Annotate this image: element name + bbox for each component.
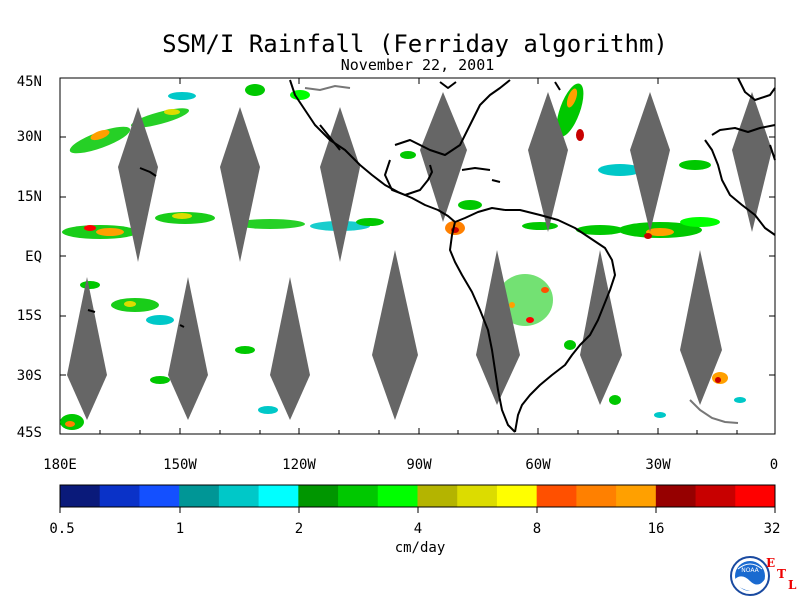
- colorbar-segment: [417, 485, 458, 507]
- colorbar-segment: [457, 485, 498, 507]
- etl-letter-e: E: [766, 556, 776, 570]
- colorbar-segment: [536, 485, 577, 507]
- lon-label-90w: 90W: [406, 457, 432, 473]
- ice-edge-north: [304, 84, 351, 92]
- lat-label-30s: 30S: [16, 368, 42, 384]
- lat-label-45n: 45N: [16, 74, 42, 90]
- coastlines: [87, 77, 776, 433]
- etl-letter-l: L: [788, 578, 797, 592]
- colorbar-segment: [139, 485, 180, 507]
- antarctic-ice-edge: [689, 399, 739, 424]
- colorbar-segment: [60, 485, 101, 507]
- colorbar-segment: [258, 485, 299, 507]
- colorbar-segment: [655, 485, 697, 507]
- rain-patches: [60, 83, 746, 430]
- colorbar-label-16: 16: [647, 521, 665, 537]
- colorbar-label-32: 32: [763, 521, 781, 537]
- colorbar-segment: [616, 485, 657, 507]
- lon-label-30w: 30W: [645, 457, 671, 473]
- lon-label-150w: 150W: [163, 457, 197, 473]
- colorbar-label-1: 1: [175, 521, 185, 537]
- colorbar-segment: [179, 485, 220, 507]
- swath-gaps: [67, 92, 772, 420]
- lon-label-60w: 60W: [525, 457, 551, 473]
- colorbar-segment: [99, 485, 140, 507]
- noaa-logo: NOAA: [730, 556, 770, 596]
- colorbar-units: cm/day: [394, 540, 446, 556]
- colorbar-segment: [338, 485, 379, 507]
- colorbar-segment: [576, 485, 617, 507]
- lat-label-45s: 45S: [16, 425, 42, 441]
- colorbar-segment: [377, 485, 418, 507]
- colorbar-label-4: 4: [413, 521, 423, 537]
- lat-label-30n: 30N: [16, 129, 42, 145]
- colorbar-segment: [735, 485, 776, 507]
- lat-label-15n: 15N: [16, 189, 42, 205]
- lon-label-180e: 180E: [43, 457, 77, 473]
- colorbar-segment: [298, 485, 339, 507]
- lat-label-15s: 15S: [16, 308, 42, 324]
- colorbar-label-8: 8: [532, 521, 542, 537]
- map-title: SSM/I Rainfall (Ferriday algorithm): [162, 30, 668, 58]
- colorbar-label-0-5: 0.5: [49, 521, 75, 537]
- lat-label-eq: EQ: [25, 249, 42, 265]
- lon-label-120w: 120W: [282, 457, 316, 473]
- etl-letter-t: T: [777, 567, 786, 581]
- map-date: November 22, 2001: [340, 56, 495, 74]
- colorbar-label-2: 2: [294, 521, 304, 537]
- colorbar-segment: [218, 485, 260, 507]
- colorbar-ticks: [59, 507, 776, 513]
- noaa-logo-text: NOAA: [741, 567, 759, 574]
- colorbar-segment: [496, 485, 538, 507]
- colorbar-segment: [695, 485, 736, 507]
- lon-label-0: 0: [769, 457, 779, 473]
- colorbar: [60, 485, 776, 507]
- axis-ticks: [59, 77, 776, 435]
